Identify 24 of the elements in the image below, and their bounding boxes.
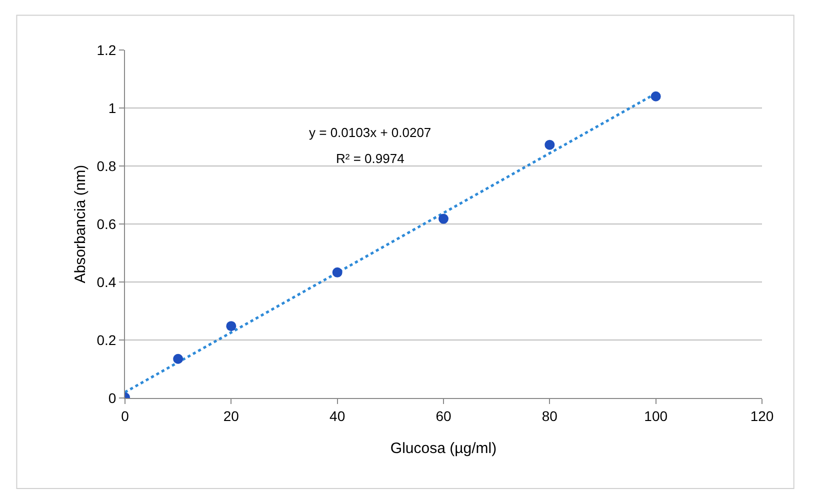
point	[650, 91, 661, 102]
x-tick-label: 120	[750, 408, 774, 424]
point	[226, 321, 236, 332]
y-tick-label: 0.6	[96, 216, 116, 232]
y-tick-label: 0.4	[96, 274, 116, 290]
annotation: y = 0.0103x + 0.0207	[309, 125, 432, 140]
x-tick-label: 80	[542, 408, 558, 424]
x-tick-label: 20	[223, 408, 240, 424]
point	[544, 140, 555, 150]
y-tick-label: 0.2	[96, 332, 116, 348]
y-tick-label: 0.8	[96, 158, 116, 174]
x-tick-label: 0	[121, 408, 130, 424]
x-tick-label: 60	[436, 408, 452, 424]
x-axis-title: Glucosa (µg/ml)	[390, 440, 497, 457]
point	[332, 267, 342, 278]
y-tick-label: 0	[108, 390, 116, 406]
y-axis-title: Absorbancia (nm)	[72, 164, 89, 284]
point	[173, 354, 184, 364]
y-tick-label: 1.2	[96, 42, 116, 58]
x-tick-label: 100	[644, 408, 668, 424]
x-tick-label: 40	[330, 408, 346, 424]
annotation: R² = 0.9974	[336, 151, 404, 166]
point	[438, 214, 448, 224]
y-tick-label: 1	[108, 100, 116, 116]
